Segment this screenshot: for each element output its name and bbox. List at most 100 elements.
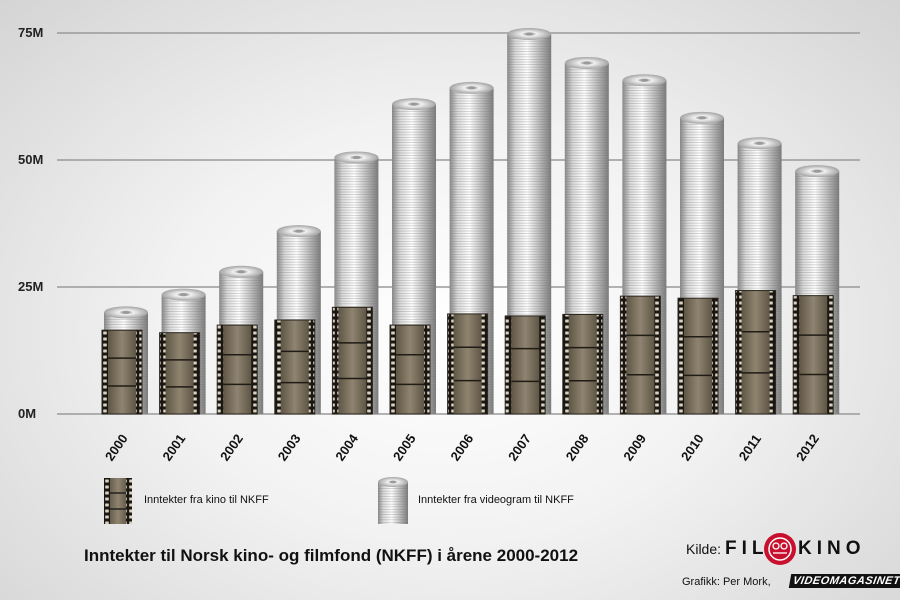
chart-title: Inntekter til Norsk kino- og filmfond (N…: [84, 546, 579, 565]
bar-videogram-hole: [410, 102, 418, 106]
bar-kino-perforation-left: [102, 330, 108, 414]
bar-kino-perforation-right: [769, 290, 776, 414]
y-tick-label: 0M: [18, 406, 36, 421]
legend-kino-label: Inntekter fra kino til NKFF: [144, 494, 269, 506]
bar-kino: [332, 307, 373, 414]
bar-videogram-hole: [179, 293, 188, 297]
bar-kino: [678, 298, 718, 414]
bar-kino: [217, 325, 258, 414]
bar-kino-outline: [101, 329, 143, 415]
bar-kino: [447, 313, 488, 414]
x-tick-label: 2006: [447, 431, 476, 463]
x-tick-label: 2008: [563, 431, 592, 463]
bar-group-2001: [159, 288, 206, 415]
bar-videogram-hole: [294, 229, 303, 233]
bar-kino-outline: [619, 295, 661, 415]
bar-group-2003: [274, 225, 321, 415]
legend-videogram-label: Inntekter fra videogram til NKFF: [418, 494, 574, 506]
bar-kino: [735, 290, 776, 414]
bar-kino-perforation-right: [308, 320, 315, 414]
x-tick-label: 2005: [390, 431, 419, 463]
bar-group-2002: [216, 265, 264, 415]
bar-kino: [390, 325, 430, 414]
bars: [101, 28, 840, 415]
x-tick-label: 2010: [678, 431, 707, 463]
bar-kino-perforation-right: [827, 295, 834, 414]
y-tick-label: 75M: [18, 25, 43, 40]
legend-videogram-swatch: [378, 477, 408, 524]
bar-kino-perforation-left: [159, 332, 166, 414]
bar-kino: [159, 332, 200, 414]
bar-videogram-hole: [352, 155, 361, 159]
bar-kino-perforation-right: [193, 332, 200, 414]
bar-videogram-hole: [237, 270, 246, 274]
bar-kino-outline: [159, 332, 201, 415]
bar-kino-perforation-right: [596, 314, 603, 414]
bar-kino-perforation-left: [332, 307, 339, 414]
bar-videogram-hole: [813, 169, 822, 173]
bar-kino-outline: [274, 319, 316, 415]
bar-videogram-hole: [640, 78, 649, 82]
bar-kino-outline: [735, 290, 777, 415]
bar-group-2012: [792, 165, 840, 415]
bar-kino-perforation-left: [447, 313, 454, 414]
bar-kino-perforation-right: [481, 313, 488, 414]
bar-group-2010: [677, 111, 724, 415]
bar-kino-perforation-right: [366, 307, 373, 414]
y-tick-label: 50M: [18, 152, 43, 167]
bar-group-2004: [331, 151, 379, 415]
bar-videogram-hole: [698, 116, 706, 120]
bar-group-2007: [504, 28, 552, 415]
x-tick-label: 2004: [332, 431, 361, 464]
bar-kino-outline: [447, 313, 489, 415]
filmkino-logo-right: KINO: [798, 538, 866, 559]
bar-group-2008: [562, 56, 609, 415]
bar-kino-perforation-left: [562, 314, 569, 414]
x-tick-labels: 2000 2001 2002 2003 2004 2005 2006 2007 2008 2009…: [102, 431, 822, 464]
bar-videogram-hole: [755, 141, 764, 145]
bar-kino-perforation-right: [654, 296, 661, 414]
bar-kino-perforation-left: [620, 296, 627, 414]
filmkino-logo-icon: [764, 533, 796, 565]
bar-group-2006: [447, 81, 494, 415]
bar-kino-perforation-right: [712, 298, 718, 414]
bar-group-2000: [101, 306, 148, 415]
bar-kino-perforation-left: [217, 325, 224, 414]
x-tick-label: 2011: [736, 432, 764, 464]
graphics-credit: Grafikk: Per Mork,: [682, 576, 771, 588]
bar-group-2005: [389, 98, 436, 415]
videomagasinet-logo: VIDEOMAGASINET: [788, 574, 900, 588]
y-tick-labels: 0M 25M 50M 75M: [18, 25, 43, 421]
bar-kino: [793, 295, 834, 414]
bar-videogram-hole: [122, 310, 130, 314]
bar-videogram-hole: [582, 61, 591, 65]
bar-kino-perforation-left: [735, 290, 742, 414]
bar-kino-outline: [792, 295, 834, 415]
bar-group-2011: [735, 137, 782, 415]
bar-kino-perforation-right: [539, 315, 546, 414]
bar-kino-outline: [504, 315, 546, 415]
x-tick-label: 2007: [505, 431, 534, 463]
bar-kino-perforation-left: [390, 325, 396, 414]
bar-kino-perforation-left: [678, 298, 684, 414]
bar-kino-perforation-left: [505, 315, 512, 414]
x-tick-label: 2000: [102, 431, 131, 463]
bar-videogram-hole: [467, 86, 476, 90]
x-tick-label: 2012: [793, 431, 822, 463]
x-tick-label: 2001: [159, 431, 188, 463]
bar-kino-outline: [331, 306, 373, 415]
x-tick-label: 2009: [620, 431, 649, 463]
bar-kino: [562, 314, 603, 414]
bar-group-2009: [619, 74, 667, 415]
bar-kino-outline: [677, 297, 719, 415]
y-tick-label: 25M: [18, 279, 43, 294]
bar-kino-perforation-right: [251, 325, 258, 414]
bar-kino-perforation-left: [274, 320, 281, 414]
bar-kino-perforation-right: [136, 330, 142, 414]
x-tick-label: 2003: [275, 431, 304, 463]
bar-kino: [505, 315, 546, 414]
bar-kino-outline: [562, 313, 604, 415]
source-label: Kilde:: [686, 541, 722, 557]
bar-kino: [620, 296, 661, 414]
